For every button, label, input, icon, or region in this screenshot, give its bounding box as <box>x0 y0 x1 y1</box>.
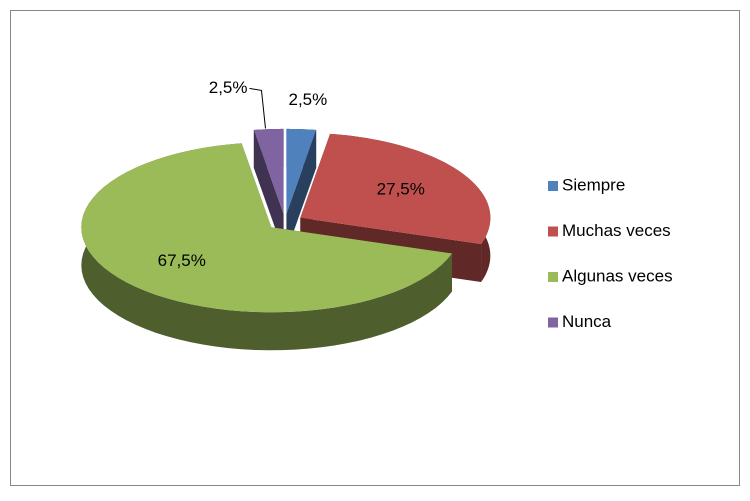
legend-swatch <box>548 317 558 328</box>
legend-swatch <box>548 181 558 191</box>
leader-line <box>249 87 266 129</box>
data-label: 2,5% <box>289 90 328 109</box>
data-label: 27,5% <box>377 180 425 199</box>
legend-label: Algunas veces <box>562 266 673 285</box>
slice <box>286 128 317 214</box>
legend-swatch <box>548 272 558 282</box>
legend-label: Nunca <box>562 312 612 331</box>
slice <box>81 143 453 313</box>
legend-label: Siempre <box>562 175 625 194</box>
legend-label: Muchas veces <box>562 221 671 240</box>
data-label: 2,5% <box>209 78 248 97</box>
slice <box>253 128 284 214</box>
data-label: 67,5% <box>158 251 206 270</box>
slice <box>300 133 491 245</box>
legend-swatch <box>548 226 558 237</box>
